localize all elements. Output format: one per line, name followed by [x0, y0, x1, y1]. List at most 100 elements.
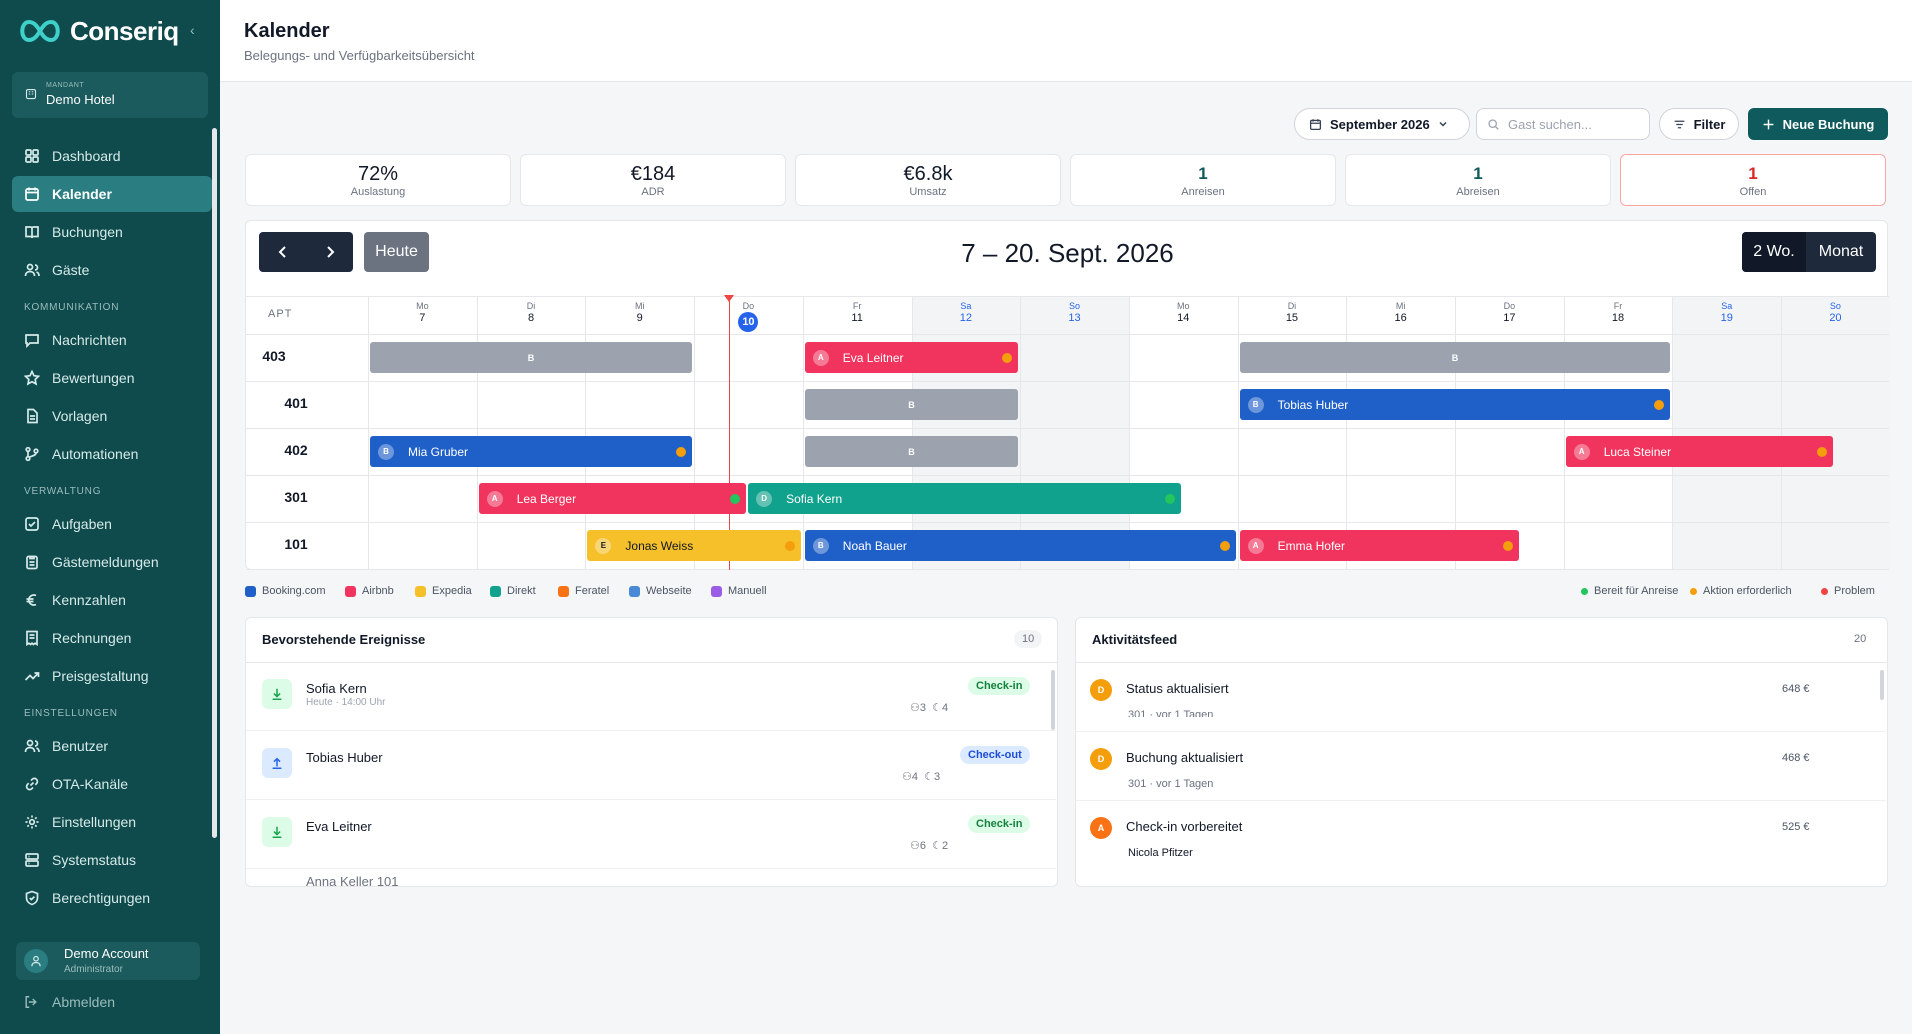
logout-button[interactable]: Abmelden [24, 994, 115, 1010]
day-column[interactable] [1020, 296, 1129, 570]
month-picker-button[interactable]: September 2026 [1294, 108, 1470, 140]
booking-bar[interactable]: D Sofia Kern [748, 483, 1181, 514]
event-item-partial[interactable]: Anna Keller 101 [246, 870, 1056, 886]
divider [1076, 662, 1887, 663]
apartment-label[interactable]: 101 [284, 536, 308, 552]
nav-item-aufgaben[interactable]: Aufgaben [12, 506, 212, 542]
nav-item-gaeste[interactable]: Gäste [12, 252, 212, 288]
nav-item-buchungen[interactable]: Buchungen [12, 214, 212, 250]
blocked-period[interactable]: B [1239, 342, 1671, 373]
book-icon [25, 226, 39, 239]
day-header: Di 15 [1238, 296, 1347, 334]
event-item[interactable]: Tobias Huber Check-out ⚇4 ☾3 [246, 732, 1056, 800]
kpi-offen[interactable]: 1 Offen [1620, 154, 1886, 206]
apartment-label[interactable]: 403 [262, 348, 286, 364]
activity-item[interactable]: A Check-in vorbereitet 525 € Nicola Pfit… [1076, 801, 1886, 870]
booking-bar[interactable]: A Eva Leitner [804, 342, 1019, 373]
apartment-label[interactable]: 402 [284, 442, 308, 458]
legend-channel: Webseite [629, 585, 692, 597]
nav-item-kennzahlen[interactable]: Kennzahlen [12, 582, 212, 618]
day-column[interactable] [1346, 296, 1455, 570]
legend-channel: Manuell [711, 585, 767, 597]
day-column[interactable] [1672, 296, 1782, 570]
kpi-value: 1 [1198, 164, 1208, 183]
nav-item-bewertungen[interactable]: Bewertungen [12, 360, 212, 396]
new-booking-button[interactable]: Neue Buchung [1748, 108, 1888, 140]
apartment-label[interactable]: 401 [284, 395, 308, 411]
today-button[interactable]: Heute [364, 232, 429, 272]
account-card[interactable]: Demo Account Administrator [16, 942, 200, 980]
booking-bar[interactable]: B Noah Bauer [804, 530, 1236, 561]
kpi-abreisen[interactable]: 1 Abreisen [1345, 154, 1611, 206]
day-column[interactable] [1781, 296, 1890, 570]
day-column[interactable] [1455, 296, 1564, 570]
activity-scrollbar[interactable] [1880, 670, 1884, 700]
day-column[interactable] [911, 296, 1021, 570]
day-column[interactable] [368, 296, 477, 570]
nav-item-systemstatus[interactable]: Systemstatus [12, 842, 212, 878]
users-icon [24, 263, 40, 277]
legend-label: Feratel [575, 585, 610, 597]
tenant-selector[interactable]: MANDANT Demo Hotel [12, 72, 208, 118]
day-header: Mi 16 [1346, 296, 1455, 334]
nav-label: Gäste [52, 262, 90, 278]
nav-item-vorlagen[interactable]: Vorlagen [12, 398, 212, 434]
event-item[interactable]: Sofia Kern Heute · 14:00 Uhr Check-in ⚇3… [246, 663, 1056, 731]
sidebar-scrollbar[interactable] [212, 128, 217, 838]
activity-item[interactable]: D Status aktualisiert 648 € 301 · vor 1 … [1076, 663, 1886, 732]
day-column[interactable] [1237, 296, 1347, 570]
view-month-button[interactable]: Monat [1818, 243, 1864, 260]
event-tag: Check-in [968, 815, 1031, 833]
nav-label: Einstellungen [52, 814, 137, 830]
kpi-value: €6.8k [903, 163, 953, 185]
booking-bar[interactable]: A Lea Berger [478, 483, 747, 514]
apartment-label[interactable]: 301 [284, 489, 308, 505]
activity-title-text: Buchung aktualisiert [1126, 750, 1244, 765]
blocked-period[interactable]: B [804, 389, 1019, 420]
brand[interactable]: Conseriq [16, 14, 179, 48]
events-scrollbar[interactable] [1051, 670, 1055, 730]
guests-icon: ⚇ [902, 771, 912, 783]
activity-item[interactable]: D Buchung aktualisiert 468 € 301 · vor 1… [1076, 732, 1886, 801]
day-date: 10 [694, 312, 803, 332]
booking-bar[interactable]: A Emma Hofer [1239, 530, 1519, 561]
day-column[interactable] [585, 296, 694, 570]
booking-bar[interactable]: B Mia Gruber [370, 436, 693, 467]
day-name: So [1069, 301, 1081, 311]
day-column[interactable] [694, 296, 803, 570]
nav-item-nachrichten[interactable]: Nachrichten [12, 322, 212, 358]
nav-item-gaestemeldungen[interactable]: Gästemeldungen [12, 544, 212, 580]
view-2-weeks-button[interactable]: 2 Wo. [1742, 232, 1806, 272]
chevron-left-icon[interactable]: ‹ [190, 22, 195, 38]
nav-item-einstellungen[interactable]: Einstellungen [12, 804, 212, 840]
nav-item-automationen[interactable]: Automationen [12, 436, 212, 472]
next-period-button[interactable] [306, 232, 353, 272]
day-column[interactable] [476, 296, 586, 570]
nav-item-kalender[interactable]: Kalender [12, 176, 212, 212]
filter-button[interactable]: Filter [1659, 108, 1739, 140]
booking-bar[interactable]: E Jonas Weiss [587, 530, 801, 561]
day-column[interactable] [1563, 296, 1673, 570]
search-field[interactable] [1476, 108, 1650, 140]
nav-item-rechnungen[interactable]: Rechnungen [12, 620, 212, 656]
prev-period-button[interactable] [259, 232, 306, 272]
nav-label: Dashboard [52, 148, 121, 164]
blocked-period[interactable]: B [370, 342, 693, 373]
nav-item-preisgestaltung[interactable]: Preisgestaltung [12, 658, 212, 694]
nav-item-benutzer[interactable]: Benutzer [12, 728, 212, 764]
day-column[interactable] [802, 296, 912, 570]
day-header: Mi 9 [585, 296, 694, 334]
divider [246, 662, 1057, 663]
nav-item-dashboard[interactable]: Dashboard [12, 138, 212, 174]
search-input[interactable] [1508, 116, 1638, 132]
nav-item-berechtigungen[interactable]: Berechtigungen [12, 880, 212, 916]
kpi-label: ADR [641, 186, 665, 198]
blocked-period[interactable]: B [804, 436, 1019, 467]
kpi-anreisen[interactable]: 1 Anreisen [1070, 154, 1336, 206]
nav-label: Aufgaben [52, 516, 112, 532]
nav-item-ota-kanaele[interactable]: OTA-Kanäle [12, 766, 212, 802]
event-item[interactable]: Eva Leitner Check-in ⚇6 ☾2 [246, 801, 1056, 869]
booking-bar[interactable]: A Luca Steiner [1565, 436, 1834, 467]
booking-bar[interactable]: B Tobias Huber [1239, 389, 1671, 420]
day-column[interactable] [1128, 296, 1238, 570]
